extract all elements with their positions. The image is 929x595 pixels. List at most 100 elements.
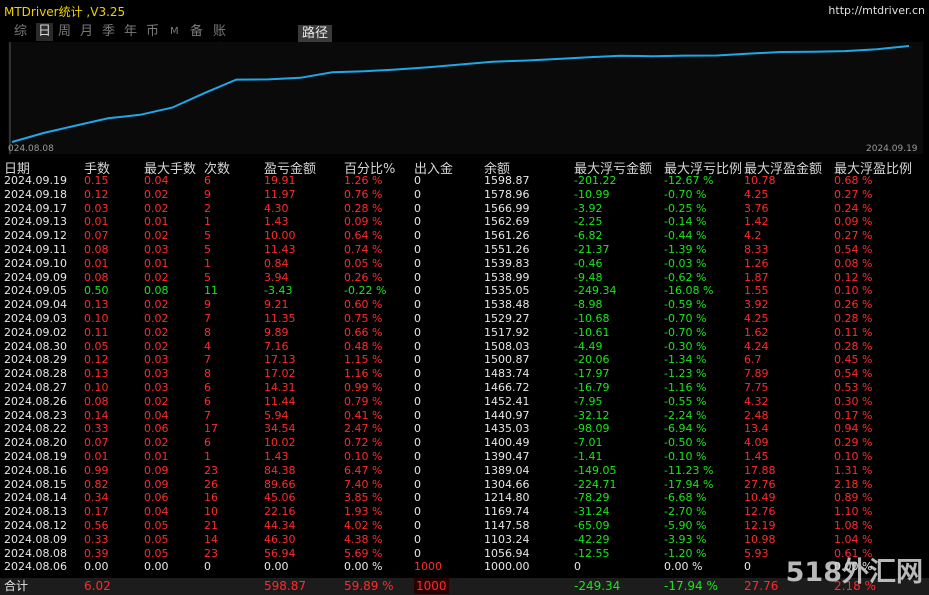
site-link[interactable]: http://mtdriver.cn [828, 4, 925, 17]
header-max-float-loss[interactable]: 最大浮亏金额 [574, 162, 653, 177]
cell-max-float-loss-pct: -0.10 % [664, 450, 707, 463]
tab-6[interactable]: 币 [146, 24, 160, 39]
table-row[interactable]: 2024.08.15 0.82 0.09 26 89.66 7.40 % 0 1304.66 -… [0, 478, 929, 492]
tab-5[interactable]: 年 [124, 24, 138, 39]
table-row[interactable]: 2024.08.14 0.34 0.06 16 45.06 3.85 % 0 1214.80 -… [0, 491, 929, 505]
header-percent[interactable]: 百分比% [344, 162, 396, 177]
cell-lots: 0.01 [84, 450, 109, 463]
header-lots[interactable]: 手数 [84, 162, 111, 177]
table-row[interactable]: 2024.08.20 0.07 0.02 6 10.02 0.72 % 0 1400.49 -7… [0, 436, 929, 450]
cell-date: 2024.09.04 [4, 298, 67, 312]
cell-max-float-profit-pct: 0.45 % [834, 353, 873, 367]
cell-date: 2024.09.12 [4, 229, 67, 243]
tab-2[interactable]: 周 [58, 24, 72, 39]
header-count[interactable]: 次数 [204, 162, 231, 177]
header-max-float-loss-pct[interactable]: 最大浮亏比例 [664, 162, 743, 177]
cell-pnl: 89.66 [264, 477, 296, 491]
header-balance[interactable]: 余额 [484, 162, 511, 177]
cell-max-lots: 0.02 [144, 270, 169, 284]
cell-max-lots: 0.02 [144, 394, 169, 408]
cell-deposit: 0 [414, 325, 421, 339]
table-row[interactable]: 2024.09.03 0.10 0.02 7 11.35 0.75 % 0 1529.27 -1… [0, 312, 929, 326]
table-row[interactable]: 2024.08.27 0.10 0.03 6 14.31 0.99 % 0 1466.72 -1… [0, 381, 929, 395]
tab-1[interactable]: 日 [36, 23, 54, 41]
cell-deposit: 0 [414, 408, 421, 422]
table-row[interactable]: 2024.08.16 0.99 0.09 23 84.38 6.47 % 0 1389.04 -… [0, 464, 929, 478]
table-row[interactable]: 2024.09.02 0.11 0.02 8 9.89 0.66 % 0 1517.92 -10… [0, 326, 929, 340]
table-row[interactable]: 2024.09.13 0.01 0.01 1 1.43 0.09 % 0 1562.69 -2.… [0, 215, 929, 229]
header-pnl[interactable]: 盈亏金额 [264, 162, 317, 177]
cell-lots: 0.99 [84, 463, 109, 477]
table-row[interactable]: 2024.09.19 0.15 0.04 6 19.91 1.26 % 0 1598.87 -2… [0, 174, 929, 188]
cell-pnl: 5.94 [264, 408, 289, 422]
table-row[interactable]: 2024.09.11 0.08 0.03 5 11.43 0.74 % 0 1551.26 -2… [0, 243, 929, 257]
table-row[interactable]: 2024.08.19 0.01 0.01 1 1.43 0.10 % 0 1390.47 -1.… [0, 450, 929, 464]
cell-deposit: 0 [414, 201, 421, 215]
cell-pnl: 11.35 [264, 312, 296, 325]
table-row[interactable]: 2024.09.04 0.13 0.02 9 9.21 0.60 % 0 1538.48 -8.… [0, 298, 929, 312]
cell-pnl: 0.00 [264, 560, 289, 574]
table-row[interactable]: 2024.08.29 0.12 0.03 7 17.13 1.15 % 0 1500.87 -2… [0, 353, 929, 367]
header-max-float-profit[interactable]: 最大浮盈金额 [744, 162, 823, 177]
cell-max-float-loss-pct: -0.30 % [664, 339, 707, 353]
cell-count: 2 [204, 201, 211, 215]
cell-deposit: 0 [414, 422, 421, 436]
table-row[interactable]: 2024.08.30 0.05 0.02 4 7.16 0.48 % 0 1508.03 -4.… [0, 340, 929, 354]
table-row[interactable]: 2024.09.18 0.12 0.02 9 11.97 0.76 % 0 1578.96 -1… [0, 188, 929, 202]
table-row[interactable]: 2024.08.06 0.00 0.00 0 0.00 0.00 % 1000 1000.00… [0, 560, 929, 574]
cell-max-float-loss: -10.68 [574, 312, 610, 325]
cell-lots: 0.15 [84, 174, 109, 187]
table-row[interactable]: 2024.09.05 0.50 0.08 11 -3.43 -0.22 % 0 1535.05… [0, 284, 929, 298]
header-deposit[interactable]: 出入金 [414, 162, 454, 177]
table-row[interactable]: 2024.08.23 0.14 0.04 7 5.94 0.41 % 0 1440.97 -32… [0, 409, 929, 423]
table-row[interactable]: 2024.09.09 0.08 0.02 5 3.94 0.26 % 0 1538.99 -9.… [0, 271, 929, 285]
cell-balance: 1539.83 [484, 256, 530, 270]
header-date[interactable]: 日期 [4, 162, 31, 177]
header-max-lots[interactable]: 最大手数 [144, 162, 197, 177]
tab-route[interactable]: 路径 [298, 25, 332, 42]
cell-max-float-profit-pct: 0.17 % [834, 408, 873, 422]
cell-balance: 1535.05 [484, 284, 530, 298]
cell-percent: 0.48 % [344, 339, 383, 353]
table-row[interactable]: 2024.08.09 0.33 0.05 14 46.30 4.38 % 0 1103.24 -… [0, 533, 929, 547]
cell-max-float-loss: -8.98 [574, 298, 603, 312]
cell-balance: 1147.58 [484, 519, 530, 532]
table-row[interactable]: 2024.08.13 0.17 0.04 10 22.16 1.93 % 0 1169.74 -… [0, 505, 929, 519]
cell-percent: 0.76 % [344, 187, 383, 201]
table-row[interactable]: 2024.08.12 0.56 0.05 21 44.34 4.02 % 0 1147.58 -… [0, 519, 929, 533]
table-row[interactable]: 2024.09.12 0.07 0.02 5 10.00 0.64 % 0 1561.26 -6… [0, 229, 929, 243]
equity-chart-svg [9, 42, 910, 154]
cell-max-float-profit-pct: 0.53 % [834, 381, 873, 394]
table-row[interactable]: 2024.09.17 0.03 0.02 2 4.30 0.28 % 0 1566.99 -3.… [0, 202, 929, 216]
cell-pnl: 17.02 [264, 367, 296, 381]
tab-8[interactable]: 备 [190, 24, 204, 39]
cell-lots: 0.17 [84, 505, 109, 519]
cell-max-lots: 0.03 [144, 353, 169, 367]
cell-deposit: 0 [414, 367, 421, 381]
cell-percent: 1.26 % [344, 174, 383, 187]
tab-3[interactable]: 月 [80, 24, 94, 39]
table-row[interactable]: 2024.08.26 0.08 0.02 6 11.44 0.79 % 0 1452.41 -7… [0, 395, 929, 409]
cell-percent: 0.66 % [344, 325, 383, 339]
cell-max-float-profit: 0 [744, 560, 751, 574]
cell-max-float-loss-pct: -1.34 % [664, 353, 707, 367]
tab-0[interactable]: 综 [14, 24, 28, 39]
cell-max-float-loss-pct: -1.20 % [664, 546, 707, 560]
cell-max-lots: 0.06 [144, 422, 169, 436]
cell-percent: 1.15 % [344, 353, 383, 367]
cell-max-float-profit-pct: 0.27 % [834, 229, 873, 243]
cell-max-float-profit-pct: 0.08 % [834, 256, 873, 270]
cell-max-float-loss: -4.49 [574, 339, 603, 353]
tab-4[interactable]: 季 [102, 24, 116, 39]
header-max-float-profit-pct[interactable]: 最大浮盈比例 [834, 162, 913, 177]
cell-count: 8 [204, 367, 211, 381]
tab-7[interactable]: M [170, 26, 179, 37]
cell-max-lots: 0.00 [144, 560, 169, 574]
cell-percent: 0.26 % [344, 270, 383, 284]
table-row[interactable]: 2024.08.22 0.33 0.06 17 34.54 2.47 % 0 1435.03 -… [0, 422, 929, 436]
cell-max-float-profit-pct: 1.08 % [834, 519, 873, 532]
table-row[interactable]: 2024.08.08 0.39 0.05 23 56.94 5.69 % 0 1056.94 -… [0, 547, 929, 561]
table-row[interactable]: 2024.09.10 0.01 0.01 1 0.84 0.05 % 0 1539.83 -0.… [0, 257, 929, 271]
title-bar: MTDriver统计 ,V3.25 http://mtdriver.cn [0, 0, 929, 22]
table-row[interactable]: 2024.08.28 0.13 0.03 8 17.02 1.16 % 0 1483.74 -1… [0, 367, 929, 381]
